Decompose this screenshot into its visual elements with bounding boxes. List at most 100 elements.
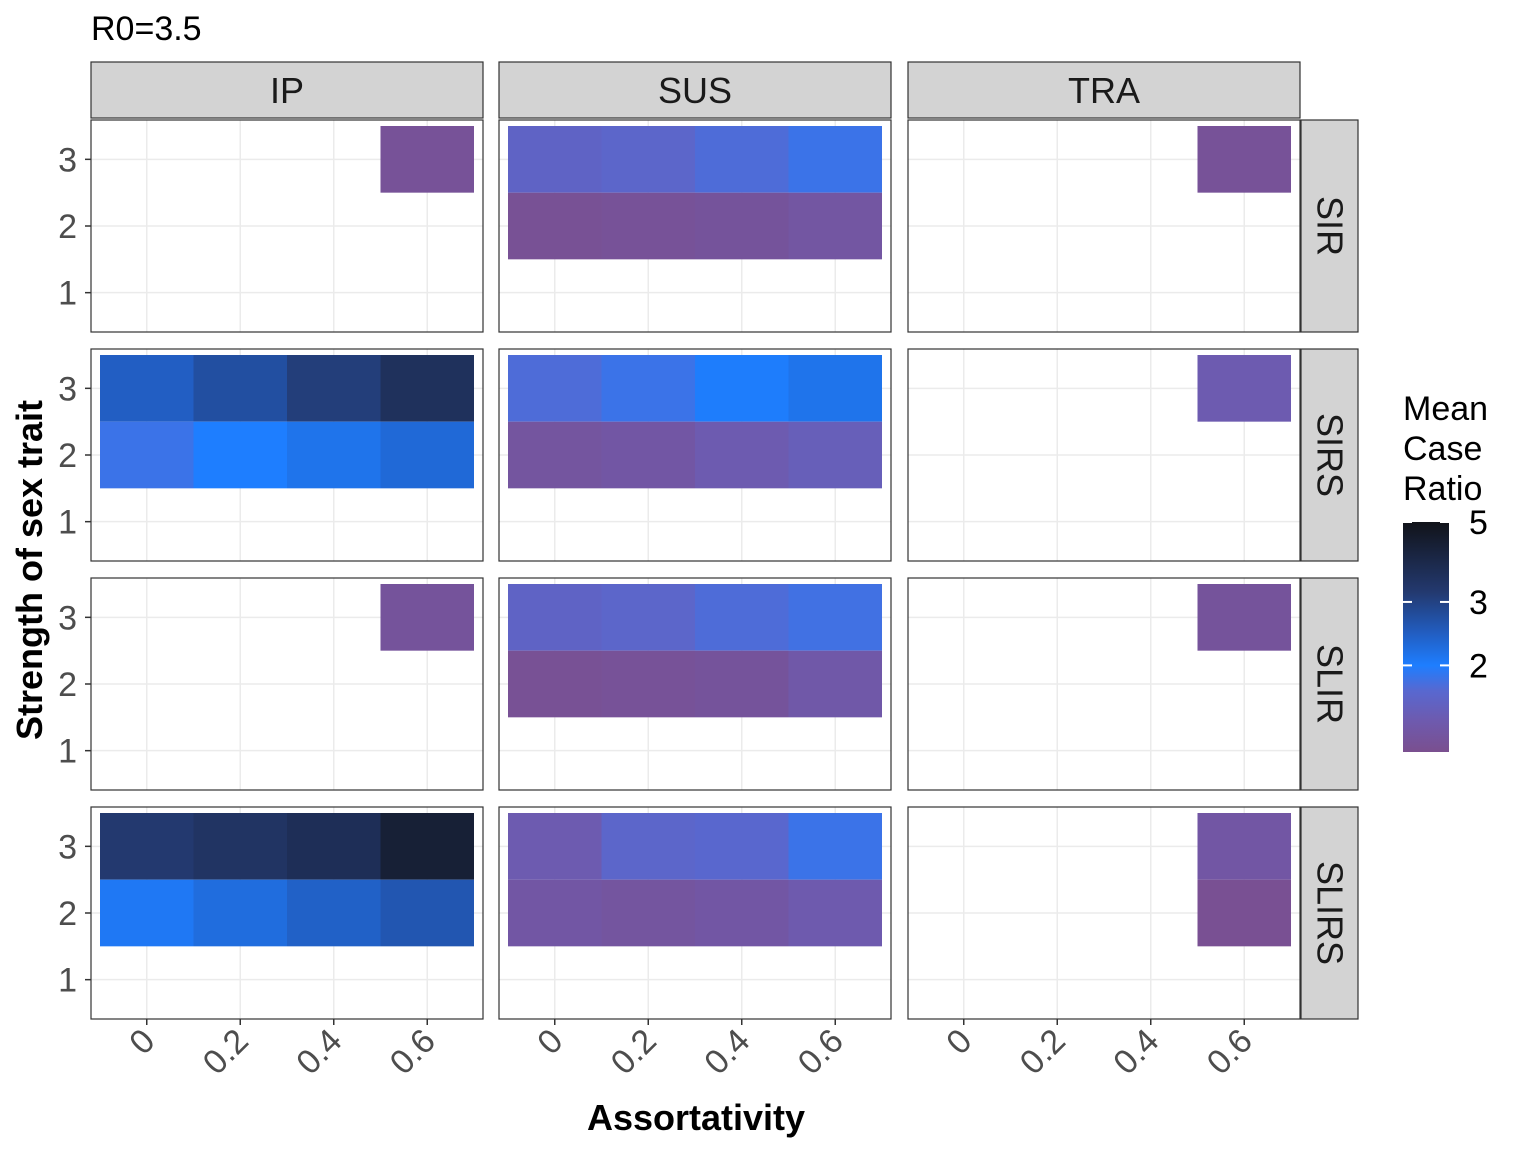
panel-sus-sir — [498, 119, 892, 333]
panel-sus-slirs: 0 0.2 0.4 0.6 — [498, 806, 892, 1082]
row-strip-label: SIRS — [1310, 413, 1351, 497]
heat-tile — [695, 650, 789, 718]
legend-tick-label: 5 — [1469, 504, 1488, 542]
heat-tile — [788, 355, 882, 422]
col-strip-label: SUS — [658, 70, 732, 111]
heat-tile — [287, 355, 381, 422]
heat-tile — [193, 813, 287, 880]
panel-sus-slir — [498, 577, 892, 791]
panel-tra-sir — [907, 119, 1301, 333]
heat-tile — [695, 355, 789, 422]
row-strip-label: SLIRS — [1310, 861, 1351, 965]
y-tick-label: 2 — [58, 895, 77, 933]
y-tick-label: 2 — [58, 437, 77, 475]
col-strip-tra: TRA — [907, 61, 1301, 119]
heat-tile — [695, 126, 789, 193]
legend-tick-label: 3 — [1469, 584, 1488, 622]
x-tick-label: 0.6 — [1200, 1022, 1260, 1082]
heat-tile — [380, 813, 474, 880]
heat-tile — [380, 879, 474, 947]
y-tick-label: 3 — [58, 370, 77, 408]
plot-title: R0=3.5 — [91, 10, 202, 48]
panel-tra-slirs: 0 0.2 0.4 0.6 — [907, 806, 1301, 1082]
heat-tile — [601, 584, 695, 651]
heat-tile — [193, 879, 287, 947]
x-tick-label: 0.2 — [1013, 1022, 1073, 1082]
panel-sus-sirs — [498, 348, 892, 562]
legend-title-line: Ratio — [1403, 470, 1482, 508]
heat-tile — [287, 421, 381, 489]
heat-tile — [508, 421, 602, 489]
legend-title-line: Mean — [1403, 390, 1488, 428]
heat-tile — [601, 355, 695, 422]
panel-ip-slir: 1 2 3 — [58, 577, 484, 791]
heat-tile — [380, 584, 474, 651]
x-tick-label: 0 — [530, 1022, 570, 1062]
x-tick-label: 0.4 — [1106, 1022, 1166, 1082]
legend-color-bar — [1403, 522, 1449, 752]
x-tick-label: 0.4 — [289, 1022, 349, 1082]
panel-tra-slir — [907, 577, 1301, 791]
panel-ip-sir: 1 2 3 — [58, 119, 484, 333]
heat-tile — [100, 355, 194, 422]
heat-tile — [1197, 584, 1291, 651]
x-tick-label: 0.6 — [791, 1022, 851, 1082]
y-axis-title: Strength of sex trait — [9, 400, 50, 740]
heat-tile — [508, 355, 602, 422]
heat-tile — [508, 813, 602, 880]
heat-tile — [788, 650, 882, 718]
y-tick-label: 1 — [58, 504, 77, 542]
x-tick-label: 0.6 — [383, 1022, 443, 1082]
col-strip-label: TRA — [1068, 70, 1140, 111]
col-strip-ip: IP — [90, 61, 484, 119]
heat-tile — [695, 879, 789, 947]
legend-title-line: Case — [1403, 430, 1482, 468]
heat-tile — [380, 355, 474, 422]
heat-tile — [601, 192, 695, 260]
heat-tile — [380, 126, 474, 193]
heat-tile — [193, 421, 287, 489]
heat-tile — [601, 421, 695, 489]
panel-tra-sirs — [907, 348, 1301, 562]
row-strip-label: SIR — [1310, 196, 1351, 256]
x-axis-title: Assortativity — [587, 1097, 805, 1138]
heat-tile — [1197, 126, 1291, 193]
heat-tile — [601, 879, 695, 947]
y-tick-label: 3 — [58, 828, 77, 866]
y-tick-label: 1 — [58, 733, 77, 771]
heat-tile — [788, 421, 882, 489]
x-tick-label: 0.2 — [196, 1022, 256, 1082]
heat-tile — [788, 126, 882, 193]
heat-tile — [695, 584, 789, 651]
heat-tile — [508, 126, 602, 193]
heat-tile — [788, 813, 882, 880]
heat-tile — [100, 421, 194, 489]
heat-tile — [100, 879, 194, 947]
heat-tile — [695, 192, 789, 260]
heat-tile — [788, 192, 882, 260]
row-strip-slirs: SLIRS — [1300, 806, 1359, 1020]
row-strip-sir: SIR — [1300, 119, 1359, 333]
heat-tile — [287, 879, 381, 947]
panel-ip-sirs: 1 2 3 — [58, 348, 484, 562]
heat-tile — [695, 813, 789, 880]
facet-panels: IP SUS TRA SIR SIRS SLIR SLIRS 1 2 3 1 2 3 1 2 3 1 2 3 0 0.2… — [58, 61, 1359, 1082]
heat-tile — [508, 192, 602, 260]
heat-tile — [508, 879, 602, 947]
heat-tile — [508, 650, 602, 718]
x-tick-label: 0 — [939, 1022, 979, 1062]
row-strip-slir: SLIR — [1300, 577, 1359, 791]
heat-tile — [1197, 355, 1291, 422]
x-tick-label: 0.2 — [604, 1022, 664, 1082]
heat-tile — [1197, 879, 1291, 947]
heat-tile — [601, 813, 695, 880]
y-tick-label: 2 — [58, 208, 77, 246]
heat-tile — [193, 355, 287, 422]
row-strip-label: SLIR — [1310, 644, 1351, 724]
heat-tile — [380, 421, 474, 489]
col-strip-label: IP — [270, 70, 304, 111]
heat-tile — [788, 584, 882, 651]
y-tick-label: 1 — [58, 275, 77, 313]
